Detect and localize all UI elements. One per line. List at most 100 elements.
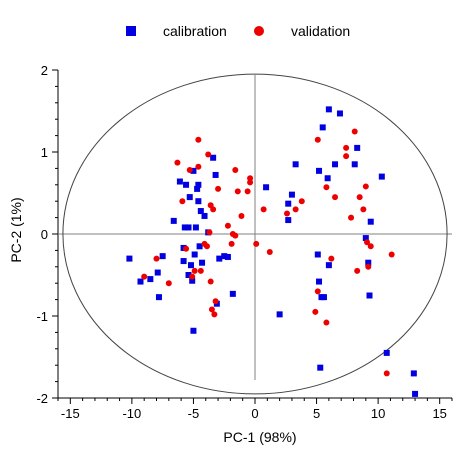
validation-point [224,222,231,229]
calibration-point [147,276,154,283]
validation-point [244,188,251,195]
calibration-point [192,224,199,231]
validation-point [314,288,321,295]
validation-point [388,251,395,258]
calibration-point [191,251,198,258]
validation-point [260,206,267,213]
calibration-point [366,292,373,299]
validation-point [343,144,350,151]
calibration-point [197,208,204,215]
validation-point [328,255,335,262]
calibration-point [181,224,188,231]
calibration-point [199,259,206,266]
legend-label-calibration: calibration [163,23,227,39]
legend-label-validation: validation [291,23,350,39]
validation-point [247,179,254,186]
calibration-point [317,364,324,371]
calibration-point [285,200,292,207]
x-tick-label: 10 [371,406,385,421]
validation-point [284,210,291,217]
calibration-point [210,154,217,161]
validation-point [323,319,330,326]
legend-marker-calibration [126,26,136,36]
calibration-point [187,262,194,269]
calibration-point [126,255,133,262]
calibration-point [316,167,323,174]
series-calibration [126,106,419,397]
x-tick-label: -15 [61,406,80,421]
validation-point [195,136,202,143]
calibration-point [190,327,197,334]
x-tick-label: 0 [251,406,258,421]
calibration-point [320,294,327,301]
confidence-ellipse [62,73,448,395]
calibration-point [176,178,183,185]
validation-point [183,245,190,252]
x-tick-label: -5 [188,406,200,421]
validation-point [253,240,260,247]
validation-point [205,151,212,158]
calibration-point [186,194,193,201]
calibration-point [194,185,201,192]
validation-point [197,267,204,274]
calibration-point [292,161,299,168]
points-layer [126,106,419,397]
validation-point [179,198,186,205]
validation-point [367,243,374,250]
x-tick-label: 5 [313,406,320,421]
calibration-point [221,253,228,260]
calibration-point [288,191,295,198]
validation-point [232,167,239,174]
x-tick-label: -10 [122,406,141,421]
calibration-point [367,218,374,225]
y-tick-label: 1 [41,145,48,160]
calibration-point [314,251,321,258]
validation-point [141,273,148,280]
legend: calibration validation [126,23,350,39]
validation-point [153,255,160,262]
calibration-point [159,253,166,260]
calibration-point [285,217,292,224]
y-tick-label: -1 [36,309,48,324]
validation-point [266,249,273,256]
x-tick-label: 15 [432,406,446,421]
validation-point [364,239,371,246]
calibration-point [365,259,372,266]
validation-point [174,159,181,166]
validation-point [247,175,254,182]
y-tick-label: -2 [36,391,48,406]
validation-point [351,128,358,135]
calibration-point [195,181,202,188]
calibration-point [319,124,326,131]
calibration-point [263,184,270,191]
calibration-point [383,349,390,356]
validation-point [210,206,217,213]
validation-point [195,163,202,170]
calibration-point [362,235,369,242]
validation-point [201,240,208,247]
validation-point [354,267,361,274]
validation-point [238,212,245,219]
calibration-point [154,269,161,276]
calibration-point [185,224,192,231]
calibration-point [324,175,331,182]
validation-point [365,263,372,270]
validation-point [191,267,198,274]
calibration-point [196,243,203,250]
calibration-point [410,370,417,377]
calibration-point [212,171,219,178]
validation-point [348,214,355,221]
calibration-point [137,278,144,285]
calibration-point [189,277,196,284]
calibration-point [354,144,361,151]
validation-point [362,183,369,190]
calibration-point [325,262,332,269]
validation-point [323,184,330,191]
validation-point [186,167,193,174]
calibration-point [336,110,343,117]
validation-point [312,308,319,315]
calibration-point [216,255,223,262]
